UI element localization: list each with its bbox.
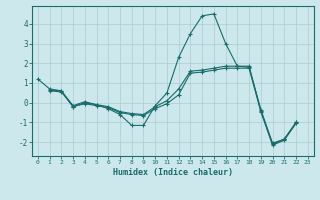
X-axis label: Humidex (Indice chaleur): Humidex (Indice chaleur) [113,168,233,177]
